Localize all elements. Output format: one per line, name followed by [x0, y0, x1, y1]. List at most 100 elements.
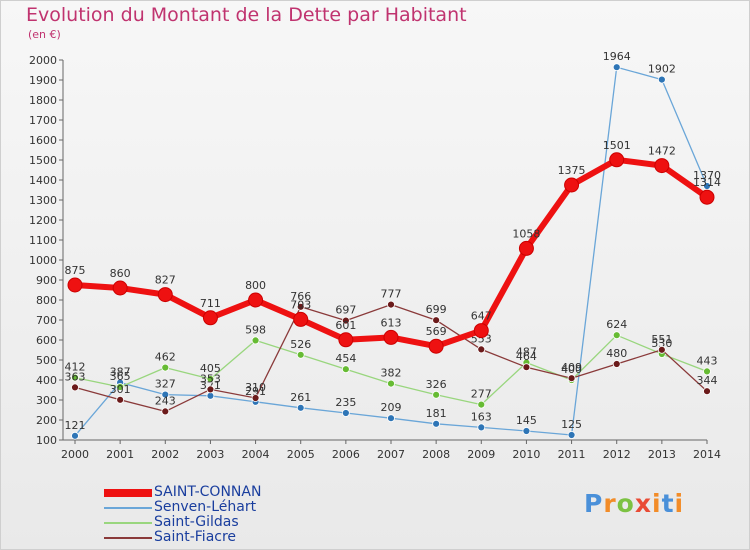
data-point-saint-fiacre [387, 300, 395, 309]
data-point-senven-lehart [71, 431, 79, 440]
data-label-saint-gildas: 526 [290, 338, 311, 351]
x-tick-label: 2007 [377, 448, 405, 461]
legend-swatch-saint-fiacre [104, 537, 152, 539]
y-tick-label: 300 [36, 394, 57, 407]
data-point-saint-connan [699, 189, 715, 205]
chart-legend: SAINT-CONNAN Senven-Léhart Saint-Gildas … [104, 484, 344, 545]
data-point-saint-connan [112, 280, 128, 296]
data-point-saint-fiacre [161, 407, 170, 416]
data-label-saint-fiacre: 353 [200, 372, 221, 385]
data-label-saint-connan: 875 [65, 264, 86, 277]
x-tick-label: 2003 [196, 448, 224, 461]
data-point-saint-connan [202, 310, 218, 326]
y-tick-label: 1600 [29, 134, 57, 147]
y-tick-label: 100 [36, 434, 57, 447]
x-tick-label: 2004 [242, 448, 270, 461]
data-label-saint-fiacre: 697 [335, 304, 356, 317]
data-label-saint-connan: 827 [155, 274, 176, 287]
y-tick-label: 1200 [29, 214, 57, 227]
data-point-saint-fiacre [432, 316, 441, 325]
y-tick-label: 200 [36, 414, 57, 427]
y-tick-label: 400 [36, 374, 57, 387]
data-label-saint-fiacre: 344 [697, 374, 718, 387]
data-label-senven-lehart: 1964 [603, 50, 631, 63]
data-point-saint-connan [67, 277, 83, 293]
legend-item-saint-gildas: Saint-Gildas [104, 514, 344, 530]
proxiti-logo[interactable]: Proxiti [584, 489, 684, 518]
y-tick-label: 1500 [29, 154, 57, 167]
data-point-saint-connan [654, 158, 670, 174]
data-label-saint-fiacre: 777 [381, 288, 402, 301]
logo-letter: t [661, 489, 675, 518]
y-tick-label: 600 [36, 334, 57, 347]
y-tick-label: 1100 [29, 234, 57, 247]
data-label-senven-lehart: 261 [290, 391, 311, 404]
data-label-saint-connan: 647 [471, 310, 492, 323]
data-label-senven-lehart: 235 [335, 396, 356, 409]
data-label-saint-connan: 1375 [558, 164, 586, 177]
data-point-saint-gildas [206, 375, 215, 383]
legend-label-saint-fiacre: Saint-Fiacre [154, 529, 237, 545]
logo-letter: i [674, 489, 685, 518]
data-point-saint-fiacre [116, 395, 125, 404]
chart-subtitle: (en €) [28, 28, 61, 41]
data-label-senven-lehart: 209 [381, 401, 402, 414]
x-tick-label: 2008 [422, 448, 450, 461]
legend-item-saint-connan: SAINT-CONNAN [104, 484, 344, 500]
y-tick-label: 2000 [29, 54, 57, 67]
data-point-senven-lehart [387, 414, 395, 423]
data-label-saint-connan: 703 [290, 298, 311, 311]
legend-item-saint-fiacre: Saint-Fiacre [104, 529, 344, 545]
data-point-saint-fiacre [251, 394, 260, 402]
data-point-saint-connan [518, 240, 534, 256]
data-label-saint-gildas: 277 [471, 388, 492, 401]
logo-letter: r [603, 489, 617, 518]
legend-item-senven-lehart: Senven-Léhart [104, 499, 344, 515]
data-point-saint-gildas [116, 383, 125, 391]
data-point-saint-connan [609, 152, 625, 168]
data-label-saint-connan: 1314 [693, 176, 721, 189]
x-tick-label: 2014 [693, 448, 721, 461]
x-tick-label: 2010 [512, 448, 540, 461]
data-label-saint-gildas: 400 [561, 363, 582, 376]
data-label-saint-fiacre: 409 [561, 361, 582, 374]
data-label-senven-lehart: 1902 [648, 63, 676, 76]
data-label-saint-gildas: 598 [245, 323, 266, 336]
data-label-saint-gildas: 487 [516, 346, 537, 359]
data-label-saint-gildas: 365 [110, 370, 131, 383]
data-point-senven-lehart [206, 391, 215, 400]
data-label-saint-fiacre: 766 [290, 290, 311, 303]
legend-swatch-saint-connan [104, 489, 152, 497]
data-point-saint-fiacre [206, 385, 215, 394]
logo-letter: x [634, 489, 652, 518]
data-point-saint-connan [564, 177, 580, 193]
x-tick-label: 2000 [61, 448, 89, 461]
logo-letter: o [616, 489, 635, 518]
data-point-saint-connan [428, 338, 444, 354]
data-point-saint-fiacre [612, 360, 621, 368]
data-label-saint-connan: 800 [245, 279, 266, 292]
data-label-saint-fiacre: 480 [606, 347, 627, 360]
data-label-saint-connan: 1058 [512, 227, 540, 240]
chart-title: Evolution du Montant de la Dette par Hab… [26, 4, 467, 26]
data-point-senven-lehart [522, 427, 531, 435]
y-tick-label: 900 [36, 274, 57, 287]
data-label-saint-connan: 860 [110, 267, 131, 280]
data-point-saint-gildas [71, 373, 79, 382]
data-point-saint-fiacre [703, 387, 711, 396]
data-label-senven-lehart: 1370 [693, 169, 721, 182]
data-label-saint-fiacre: 363 [65, 370, 86, 383]
data-point-saint-fiacre [477, 345, 486, 354]
y-tick-label: 1000 [29, 254, 57, 267]
data-point-saint-connan [293, 311, 309, 327]
data-point-saint-connan [248, 292, 264, 308]
data-label-senven-lehart: 321 [200, 379, 221, 392]
y-tick-label: 1700 [29, 114, 57, 127]
data-point-saint-gildas [387, 379, 395, 388]
data-label-saint-connan: 1472 [648, 145, 676, 158]
data-label-saint-fiacre: 301 [110, 383, 131, 396]
data-point-saint-gildas [161, 363, 170, 372]
data-point-saint-connan [157, 287, 173, 303]
